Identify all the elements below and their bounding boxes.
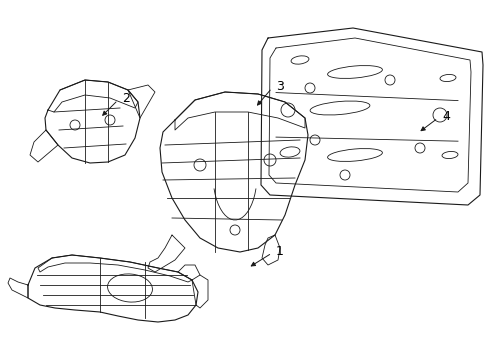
Text: 2: 2 — [122, 91, 130, 104]
Text: 4: 4 — [441, 109, 449, 122]
Text: 3: 3 — [275, 80, 284, 93]
Text: 1: 1 — [275, 244, 284, 257]
